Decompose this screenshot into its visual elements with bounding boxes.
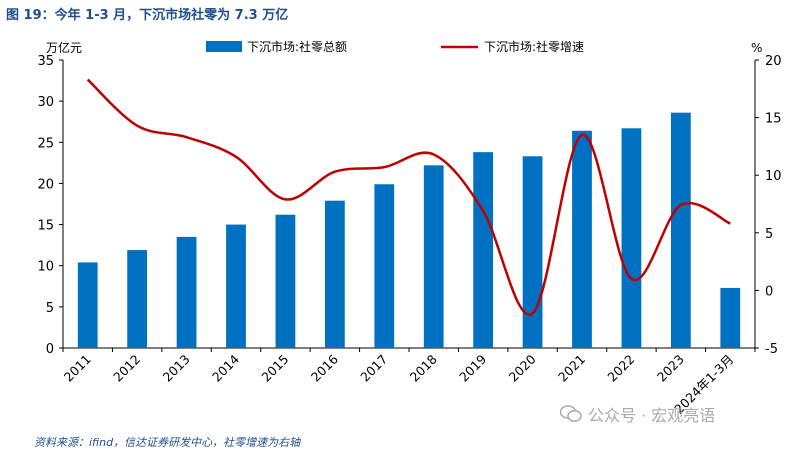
labels-layer: 0 5 10 15 20 25 30 35 -5 0 5 10 15 20 2011 2012 2013 2014… bbox=[37, 54, 781, 417]
legend-bar-swatch bbox=[206, 41, 242, 52]
left-tick-label: 35 bbox=[37, 54, 54, 69]
bars-layer bbox=[77, 112, 741, 348]
x-tick-label: 2022 bbox=[604, 352, 637, 385]
growth-line bbox=[86, 78, 731, 316]
legend-line-label: 下沉市场:社零增速 bbox=[484, 39, 584, 54]
left-tick-label: 5 bbox=[46, 301, 54, 316]
bar bbox=[522, 156, 543, 348]
left-tick-label: 30 bbox=[37, 95, 54, 110]
bar bbox=[226, 224, 246, 348]
bar bbox=[473, 152, 494, 348]
bar bbox=[670, 112, 691, 348]
bar bbox=[374, 184, 395, 348]
bar bbox=[176, 236, 197, 348]
source-note: 资料来源：ifind，信达证券研发中心，社零增速为右轴 bbox=[34, 436, 301, 449]
line-layer bbox=[86, 78, 731, 316]
legend-bar-label: 下沉市场:社零总额 bbox=[247, 39, 347, 54]
wechat-icon bbox=[560, 405, 582, 422]
left-axis-unit: 万亿元 bbox=[46, 40, 82, 55]
bar bbox=[275, 214, 296, 348]
left-tick-label: 10 bbox=[37, 260, 54, 275]
bar bbox=[127, 250, 148, 348]
x-tick-label: 2016 bbox=[308, 351, 341, 384]
x-tick-label: 2021 bbox=[555, 352, 588, 385]
bar bbox=[720, 287, 741, 348]
left-tick-label: 20 bbox=[37, 177, 54, 192]
left-tick-label: 15 bbox=[37, 219, 54, 234]
bar bbox=[77, 262, 98, 348]
right-tick-label: 5 bbox=[765, 227, 773, 242]
x-tick-label: 2018 bbox=[407, 351, 440, 384]
x-tick-label: 2012 bbox=[110, 352, 143, 385]
right-tick-label: 10 bbox=[765, 169, 782, 184]
x-tick-label: 2020 bbox=[506, 351, 539, 384]
x-tick-label: 2019 bbox=[456, 351, 489, 384]
watermark-text: 公众号 · 宏观亮语 bbox=[588, 406, 716, 425]
x-tick-label: 2011 bbox=[61, 352, 94, 385]
right-tick-label: 20 bbox=[765, 54, 782, 69]
bar bbox=[423, 165, 444, 348]
x-tick-label: 2013 bbox=[160, 352, 193, 385]
right-tick-label: -5 bbox=[765, 342, 778, 357]
legend: 下沉市场:社零总额 下沉市场:社零增速 bbox=[206, 39, 584, 54]
bar bbox=[621, 128, 642, 348]
left-tick-label: 25 bbox=[37, 136, 54, 151]
chart-title: 图 19：今年 1-3 月，下沉市场社零为 7.3 万亿 bbox=[6, 8, 289, 23]
x-tick-label: 2014 bbox=[209, 351, 242, 384]
x-tick-label: 2017 bbox=[357, 352, 390, 385]
x-tick-label: 2023 bbox=[654, 352, 687, 385]
right-tick-label: 15 bbox=[765, 112, 782, 127]
left-tick-label: 0 bbox=[46, 342, 54, 357]
right-axis-unit: % bbox=[751, 41, 762, 55]
axes-layer bbox=[59, 59, 759, 352]
watermark: 公众号 · 宏观亮语 bbox=[560, 402, 715, 426]
bar bbox=[324, 200, 345, 348]
x-tick-label: 2015 bbox=[258, 352, 291, 385]
bar bbox=[572, 130, 592, 348]
right-tick-label: 0 bbox=[765, 284, 773, 299]
